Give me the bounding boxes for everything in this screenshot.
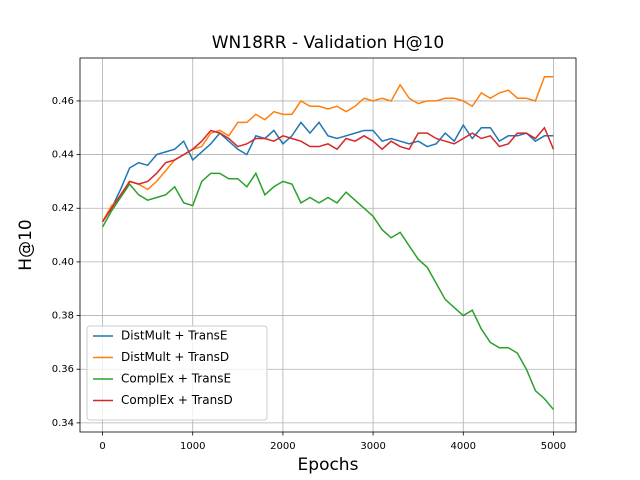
series-line — [101, 171, 555, 410]
x-tick-label: 2000 — [270, 441, 295, 452]
legend: DistMult + TransE DistMult + TransD ComplE… — [86, 325, 268, 421]
x-tick-label: 1000 — [180, 441, 205, 452]
legend-label: ComplEx + TransD — [121, 393, 233, 407]
y-tick-label: 0.38 — [52, 311, 74, 322]
y-tick-label: 0.44 — [52, 150, 74, 161]
y-tick-label: 0.36 — [52, 364, 74, 375]
series-line — [101, 76, 554, 223]
series-line — [101, 121, 554, 223]
y-tick-label: 0.42 — [52, 203, 74, 214]
plot-frame — [79, 57, 577, 433]
x-tick-label: 0 — [99, 441, 105, 452]
chart-title: WN18RR - Validation H@10 — [212, 33, 445, 53]
legend-label: ComplEx + TransE — [121, 372, 231, 386]
y-tick-label: 0.46 — [52, 96, 74, 107]
legend-label: DistMult + TransD — [121, 350, 229, 364]
legend-label: DistMult + TransE — [121, 329, 228, 343]
y-tick-label: 0.34 — [52, 418, 74, 429]
x-tick-label: 5000 — [541, 441, 566, 452]
y-tick-label: 0.40 — [52, 257, 74, 268]
legend-box — [86, 325, 268, 421]
y-axis-label: H@10 — [16, 219, 36, 270]
x-tick-label: 4000 — [451, 441, 476, 452]
x-tick-label: 3000 — [360, 441, 385, 452]
x-axis-label: Epochs — [298, 455, 359, 475]
series-line — [101, 126, 555, 223]
